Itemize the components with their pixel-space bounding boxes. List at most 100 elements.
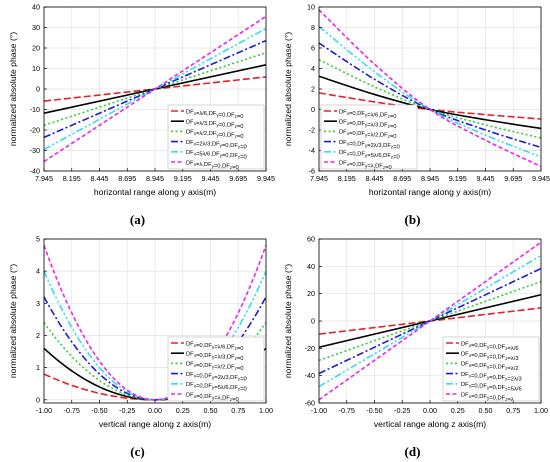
y-axis-label: normalized absolute phase (°) xyxy=(8,264,18,378)
x-tick-label: 0.00 xyxy=(423,406,437,415)
x-tick-label: 8.695 xyxy=(118,174,136,183)
y-tick-label: -40 xyxy=(30,167,40,176)
x-tick-label: -0.25 xyxy=(119,406,135,415)
y-tick-label: 2 xyxy=(311,85,315,94)
legend-box xyxy=(167,336,265,402)
x-tick-label: -0.50 xyxy=(366,406,382,415)
legend-label-2: DFx=0,DFy=0,DFz=λ/3 xyxy=(461,352,519,363)
legend-box xyxy=(167,104,265,170)
x-tick-label: 8.445 xyxy=(366,174,384,183)
y-tick-label: 3 xyxy=(36,299,40,308)
x-tick-label: 0.50 xyxy=(479,406,493,415)
x-tick-label: -0.75 xyxy=(64,406,80,415)
x-tick-label: 8.445 xyxy=(91,174,109,183)
x-tick-label: 9.695 xyxy=(504,174,522,183)
y-tick-label: 6 xyxy=(311,44,315,53)
legend-label-5: DFx=0,DFy=5λ/6,DFz=0 xyxy=(339,150,400,161)
y-tick-label: 1 xyxy=(36,363,40,372)
y-tick-label: 40 xyxy=(32,3,40,12)
y-axis-label: normalized absolute phase (°) xyxy=(283,264,293,378)
y-tick-label: 10 xyxy=(32,64,40,73)
y-tick-label: -60 xyxy=(305,399,315,408)
y-tick-label: 5 xyxy=(36,235,40,244)
legend-label-3: DFx=0,DFy=0,DFz=λ/2 xyxy=(461,362,519,373)
y-tick-label: -20 xyxy=(30,126,40,135)
series-line-4 xyxy=(43,39,267,139)
legend-label-3: DFx=0,DFy=λ/2,DFz=0 xyxy=(186,362,244,373)
x-tick-label: 9.945 xyxy=(257,174,275,183)
y-tick-label: 30 xyxy=(32,23,40,32)
y-axis-label: normalized absolute phase (°) xyxy=(283,32,293,146)
chart-d: -1.00 -0.75 -0.50 -0.25 0.00 0.25 0.50 0.75 1.00… xyxy=(283,235,548,430)
x-tick-label: -1.00 xyxy=(36,406,52,415)
legend-label-4: DFx=0,DFy=2λ/3,DFz=0 xyxy=(339,140,400,151)
caption-c: (c) xyxy=(130,444,145,459)
y-tick-label: 20 xyxy=(307,289,315,298)
legend-label-3: DFx=0,DFy=λ/2,DFz=0 xyxy=(339,130,397,141)
y-tick-label: 4 xyxy=(36,267,40,276)
legend: DFx=0,DFy=0,DFz=λ/6DFx=0,DFy=0,DFz=λ/3DF… xyxy=(442,336,540,403)
caption-d: (d) xyxy=(404,444,421,459)
x-tick-label: 0.75 xyxy=(506,406,520,415)
caption-b: (b) xyxy=(404,212,421,227)
ticks: -1.00 -0.75 -0.50 -0.25 0.00 0.25 0.50 0.75 1.00… xyxy=(305,235,548,416)
legend: DFx=λ/6,DFy=0,DFz=0DFx=λ/3,DFy=0,DFz=0DF… xyxy=(167,104,265,171)
x-tick-label: -0.50 xyxy=(91,406,107,415)
x-tick-label: 0.25 xyxy=(451,406,465,415)
legend-label-2: DFx=0,DFy=λ/3,DFz=0 xyxy=(186,352,244,363)
x-tick-label: 9.445 xyxy=(477,174,495,183)
y-tick-label: 0 xyxy=(36,85,40,94)
legend-label-2: DFx=0,DFy=λ/3,DFz=0 xyxy=(339,120,397,131)
x-axis-label: vertical range along z axis(m) xyxy=(99,419,211,429)
y-tick-label: 0 xyxy=(36,395,40,404)
x-tick-label: 9.945 xyxy=(532,174,550,183)
legend-label-1: DFx=0,DFy=λ/6,DFz=0 xyxy=(339,109,397,120)
x-tick-label: 7.945 xyxy=(35,174,53,183)
series-line-6 xyxy=(43,245,267,401)
caption-a: (a) xyxy=(129,212,146,227)
y-tick-label: 0 xyxy=(311,317,315,326)
legend-label-5: DFx=5λ/6,DFy=0,DFz=0 xyxy=(186,150,247,161)
legend-box xyxy=(442,336,540,402)
legend-label-1: DFx=0,DFy=λ/6,DFz=0 xyxy=(186,341,244,352)
series-group xyxy=(318,9,542,168)
y-tick-label: 40 xyxy=(307,262,315,271)
x-tick-label: -0.75 xyxy=(339,406,355,415)
y-tick-label: 4 xyxy=(311,64,315,73)
legend-label-6: DFx=λ,DFy=0,DFz=0 xyxy=(186,160,239,171)
ticks: -1.00 -0.75 -0.50 -0.25 0.00 0.25 0.50 0.75 1.00… xyxy=(36,235,273,416)
ticks: 7.945 8.195 8.445 8.695 8.945 9.195 9.445 9.695… xyxy=(30,3,275,184)
legend-label-5: DFx=0,DFy=5λ/6,DFz=0 xyxy=(186,382,247,393)
x-tick-label: 0.00 xyxy=(148,406,162,415)
y-tick-label: 8 xyxy=(311,23,315,32)
y-tick-label: -2 xyxy=(309,126,315,135)
x-tick-label: 9.195 xyxy=(174,174,192,183)
series-line-4 xyxy=(318,267,542,375)
y-tick-label: 20 xyxy=(32,44,40,53)
legend-label-6: DFx=0,DFy=λ,DFz=0 xyxy=(339,160,392,171)
legend-box xyxy=(320,104,418,170)
x-tick-label: 7.945 xyxy=(310,174,328,183)
x-axis-label: vertical range along z axis(m) xyxy=(374,419,486,429)
y-tick-label: -6 xyxy=(309,167,315,176)
legend-label-6: DFx=0,DFy=λ,DFz=0 xyxy=(186,392,239,403)
legend-label-4: DFx=2λ/3,DFy=0,DFz=0 xyxy=(186,140,247,151)
y-axis-label: normalized absolute phase (°) xyxy=(8,32,18,146)
legend-label-4: DFx=0,DFy=0,DFz=2λ/3 xyxy=(461,372,522,383)
legend-label-1: DFx=0,DFy=0,DFz=λ/6 xyxy=(461,341,519,352)
x-tick-label: 0.25 xyxy=(176,406,190,415)
x-tick-label: 8.945 xyxy=(146,174,164,183)
legend-label-3: DFx=λ/2,DFy=0,DFz=0 xyxy=(186,130,244,141)
x-tick-label: 8.195 xyxy=(63,174,81,183)
x-tick-label: 9.445 xyxy=(202,174,220,183)
x-tick-label: -1.00 xyxy=(311,406,327,415)
x-tick-label: 1.00 xyxy=(259,406,273,415)
legend: DFx=0,DFy=λ/6,DFz=0DFx=0,DFy=λ/3,DFz=0DF… xyxy=(320,104,418,171)
x-tick-label: 8.695 xyxy=(393,174,411,183)
series-line-3 xyxy=(43,51,267,127)
series-line-6 xyxy=(43,15,267,163)
series-group xyxy=(318,241,542,401)
x-tick-label: 9.195 xyxy=(449,174,467,183)
x-axis-label: horizontal range along y axis(m) xyxy=(369,187,491,197)
